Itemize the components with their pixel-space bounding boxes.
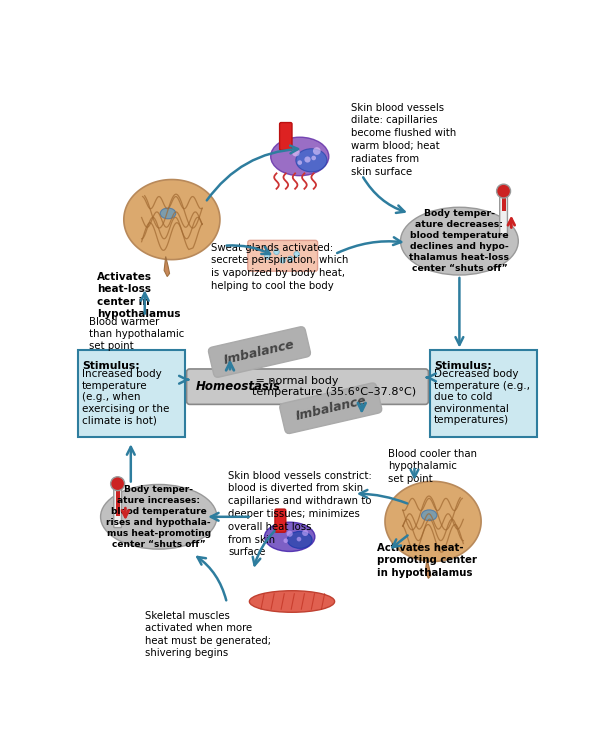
- Circle shape: [298, 160, 302, 165]
- FancyBboxPatch shape: [500, 191, 508, 235]
- FancyBboxPatch shape: [187, 369, 428, 404]
- Circle shape: [313, 147, 320, 155]
- Circle shape: [304, 157, 311, 163]
- Text: Homeostasis: Homeostasis: [196, 380, 281, 393]
- Ellipse shape: [101, 485, 217, 549]
- FancyBboxPatch shape: [208, 327, 310, 378]
- Circle shape: [110, 477, 125, 491]
- Circle shape: [311, 156, 316, 160]
- Text: Activates heat-
promoting center
in hypothalamus: Activates heat- promoting center in hypo…: [377, 543, 477, 578]
- Text: Increased body
temperature
(e.g., when
exercising or the
climate is hot): Increased body temperature (e.g., when e…: [82, 369, 169, 426]
- Text: Sweat glands activated:
secrete perspiration, which
is vaporized by body heat,
h: Sweat glands activated: secrete perspira…: [211, 242, 348, 291]
- Polygon shape: [425, 559, 431, 579]
- Ellipse shape: [287, 531, 312, 548]
- Text: Imbalance: Imbalance: [223, 338, 296, 367]
- Text: Skin blood vessels constrict:
blood is diverted from skin
capillaries and withdr: Skin blood vessels constrict: blood is d…: [229, 471, 372, 557]
- Text: Imbalance: Imbalance: [294, 394, 367, 423]
- Circle shape: [296, 537, 301, 542]
- Circle shape: [287, 531, 293, 537]
- Polygon shape: [164, 256, 170, 276]
- Circle shape: [274, 249, 279, 255]
- Text: Body temper-
ature decreases:
blood temperature
declines and hypo-
thalamus heat: Body temper- ature decreases: blood temp…: [409, 209, 509, 273]
- FancyBboxPatch shape: [280, 123, 292, 150]
- Text: Activates
heat-loss
center in
hypothalamus: Activates heat-loss center in hypothalam…: [97, 272, 180, 319]
- Circle shape: [280, 258, 286, 263]
- Ellipse shape: [271, 137, 329, 176]
- FancyBboxPatch shape: [248, 240, 317, 271]
- Circle shape: [283, 538, 288, 543]
- Text: Blood cooler than
hypothalamic
set point: Blood cooler than hypothalamic set point: [388, 449, 477, 484]
- FancyBboxPatch shape: [430, 350, 537, 437]
- Circle shape: [294, 251, 299, 257]
- Text: Decreased body
temperature (e.g.,
due to cold
environmental
temperatures): Decreased body temperature (e.g., due to…: [434, 369, 530, 426]
- Text: Blood warmer
than hypothalamic
set point: Blood warmer than hypothalamic set point: [89, 316, 184, 352]
- Ellipse shape: [421, 510, 437, 521]
- Circle shape: [265, 253, 270, 259]
- Text: Stimulus:: Stimulus:: [434, 361, 491, 371]
- Circle shape: [497, 184, 511, 198]
- Bar: [502, 192, 506, 211]
- Text: Skeletal muscles
activated when more
heat must be generated;
shivering begins: Skeletal muscles activated when more hea…: [145, 610, 271, 658]
- Circle shape: [288, 256, 293, 262]
- FancyBboxPatch shape: [280, 383, 382, 434]
- Ellipse shape: [160, 208, 176, 219]
- Text: Stimulus:: Stimulus:: [82, 361, 140, 371]
- FancyBboxPatch shape: [114, 484, 121, 528]
- Circle shape: [292, 149, 300, 157]
- Ellipse shape: [250, 590, 335, 613]
- Ellipse shape: [401, 207, 518, 275]
- Ellipse shape: [296, 149, 327, 172]
- Text: = normal body
temperature (35.6°C–37.8°C): = normal body temperature (35.6°C–37.8°C…: [252, 376, 416, 398]
- Ellipse shape: [265, 522, 315, 551]
- FancyBboxPatch shape: [275, 509, 286, 532]
- Circle shape: [302, 530, 308, 536]
- Bar: [116, 485, 119, 517]
- Text: Skin blood vessels
dilate: capillaries
become flushed with
warm blood; heat
radi: Skin blood vessels dilate: capillaries b…: [351, 103, 456, 177]
- Polygon shape: [385, 481, 481, 562]
- FancyBboxPatch shape: [78, 350, 185, 437]
- Polygon shape: [124, 180, 220, 259]
- Text: Body temper-
ature increases:
blood temperature
rises and hypothala-
mus heat-pr: Body temper- ature increases: blood temp…: [106, 485, 211, 549]
